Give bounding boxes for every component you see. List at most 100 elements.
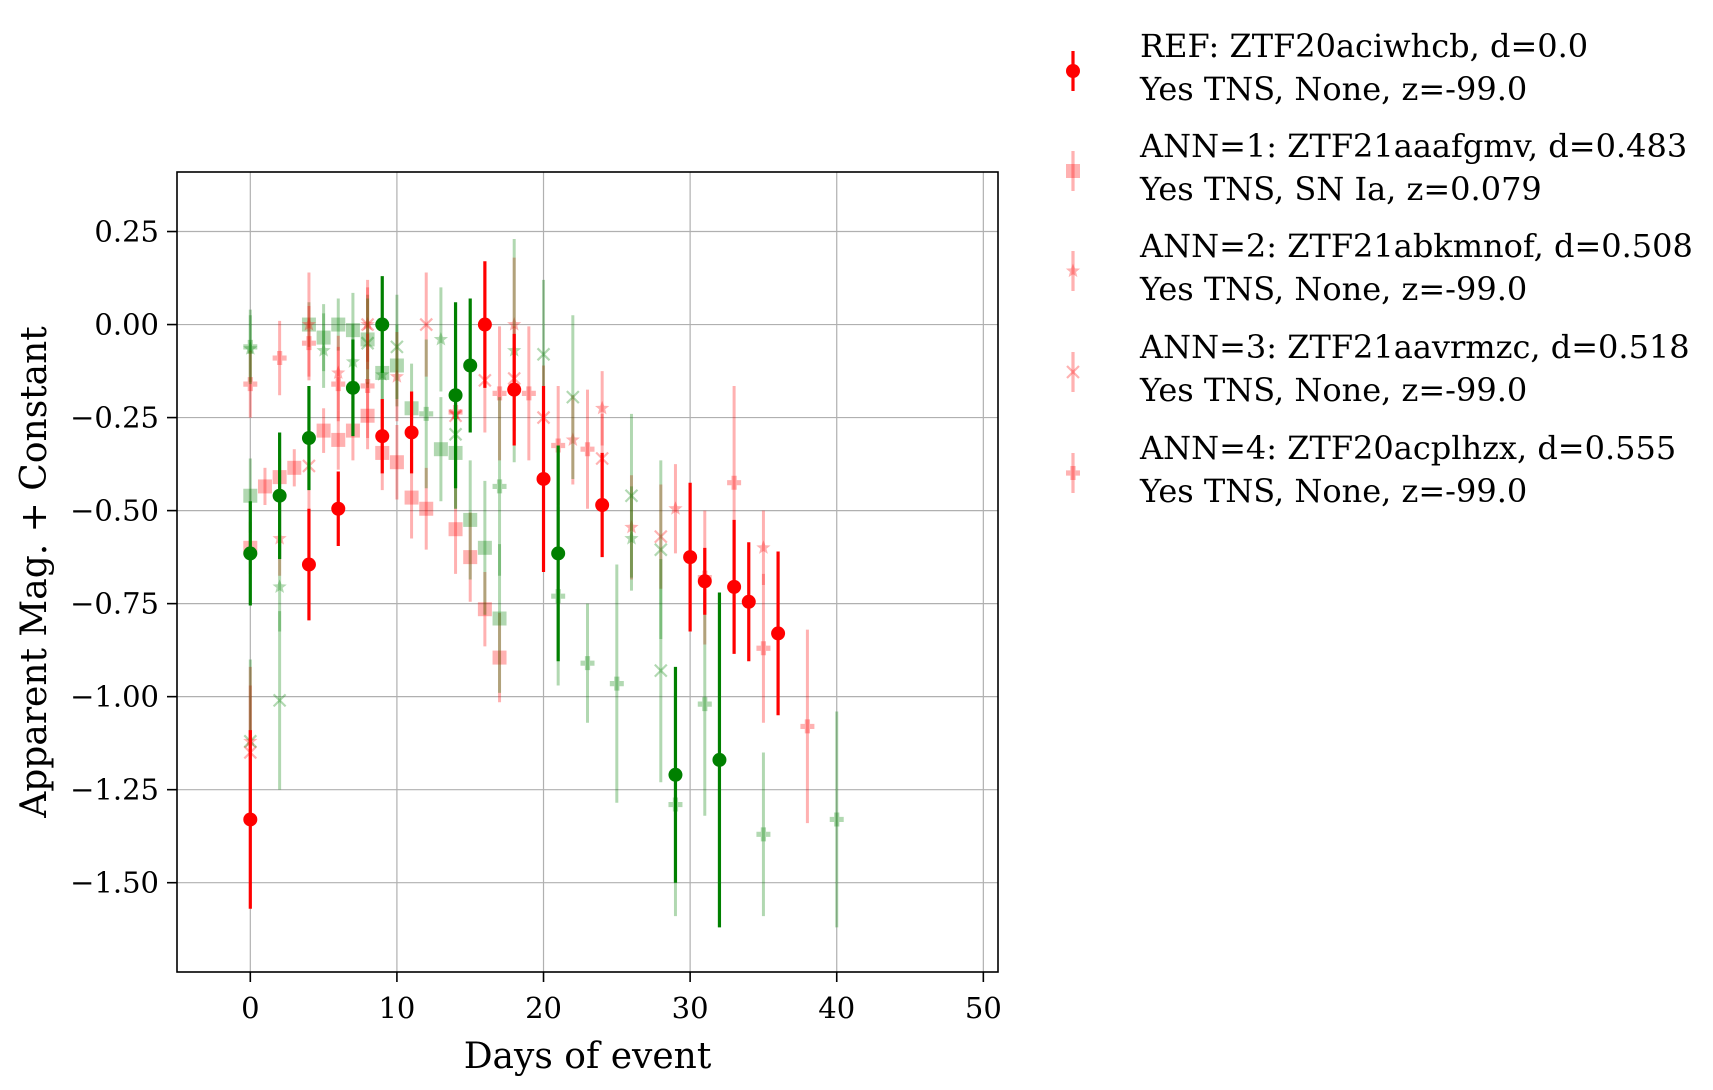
data-point (301, 317, 316, 332)
data-point (272, 693, 287, 708)
x-tick-label: 10 (378, 991, 415, 1025)
data-point (433, 331, 449, 346)
data-point (771, 626, 786, 641)
data-point (316, 330, 331, 345)
data-point (697, 574, 712, 589)
legend-sublabel: Yes TNS, None, z=-99.0 (1139, 371, 1527, 409)
x-axis-label: Days of event (464, 1036, 712, 1077)
data-point (756, 540, 771, 554)
data-point (668, 501, 683, 515)
legend: REF: ZTF20aciwhcb, d=0.0 Yes TNS, None, z… (1065, 27, 1693, 510)
data-point (243, 341, 258, 355)
data-point (477, 602, 492, 617)
data-point (345, 323, 360, 338)
x-tick-label: 20 (525, 991, 562, 1025)
data-point (389, 455, 404, 470)
data-point (595, 400, 610, 415)
legend-label: ANN=3: ZTF21aavrmzc, d=0.518 (1139, 328, 1690, 366)
data-point (463, 512, 478, 527)
x-tick-label: 30 (672, 991, 709, 1025)
x-tick-label: 50 (965, 991, 1002, 1025)
data-point (654, 663, 668, 678)
data-point (360, 317, 375, 332)
data-point (654, 542, 668, 557)
data-point (272, 351, 287, 366)
legend-sublabel: Yes TNS, None, z=-99.0 (1139, 70, 1527, 108)
data-point (727, 475, 742, 490)
data-point (654, 529, 668, 544)
data-point (243, 488, 258, 503)
y-axis-label: Apparent Mag. + Constant (14, 326, 55, 819)
y-tick-label: −0.75 (70, 587, 159, 621)
y-tick-label: −0.25 (70, 401, 159, 435)
data-point (404, 490, 419, 505)
data-point (492, 611, 507, 626)
data-point (301, 336, 316, 351)
data-point (390, 340, 404, 354)
data-point (800, 719, 815, 734)
data-point (448, 388, 463, 403)
data-point (580, 442, 595, 457)
y-tick-label: −0.50 (70, 494, 159, 528)
data-point (433, 442, 448, 457)
data-point (609, 676, 624, 691)
data-point (360, 332, 375, 347)
data-point (624, 531, 639, 545)
data-point (272, 579, 287, 593)
data-point (301, 557, 316, 572)
legend-sublabel: Yes TNS, None, z=-99.0 (1139, 270, 1527, 308)
legend-marker (1066, 164, 1080, 178)
data-point (243, 377, 258, 392)
data-point (829, 812, 844, 827)
legend-sublabel: Yes TNS, SN Ia, z=0.079 (1139, 170, 1542, 208)
data-point (257, 479, 272, 494)
data-point (580, 656, 595, 671)
data-point (448, 522, 463, 537)
y-tick-label: −1.00 (70, 680, 159, 714)
legend-sublabel: Yes TNS, None, z=-99.0 (1139, 472, 1527, 510)
data-point (272, 488, 287, 503)
y-tick-label: −1.25 (70, 773, 159, 807)
data-point (727, 579, 742, 594)
y-tick-label: −1.50 (70, 866, 159, 900)
data-point (536, 471, 551, 486)
data-point (331, 365, 346, 379)
legend-marker (1066, 64, 1080, 78)
data-point (389, 358, 404, 373)
data-point (419, 501, 434, 516)
y-tick-label: 0.25 (94, 215, 159, 249)
legend-marker (1066, 365, 1080, 379)
data-point (243, 812, 258, 827)
data-point (360, 408, 375, 423)
data-point (375, 367, 390, 381)
legend-marker (1065, 263, 1081, 278)
data-point (551, 546, 566, 561)
data-point (419, 317, 434, 332)
data-point (375, 429, 390, 444)
data-point (301, 431, 316, 446)
data-point (404, 425, 419, 440)
data-point (287, 460, 302, 475)
data-point (492, 386, 507, 401)
data-point (316, 423, 331, 438)
y-tick-label: 0.00 (94, 308, 159, 342)
legend-label: ANN=1: ZTF21aaafgmv, d=0.483 (1139, 127, 1687, 165)
data-layer (243, 238, 844, 928)
x-tick-label: 0 (241, 991, 259, 1025)
data-point (331, 377, 346, 392)
grid (177, 172, 998, 972)
data-point (463, 550, 478, 565)
data-point (477, 540, 492, 555)
data-point (331, 501, 346, 516)
data-point (624, 488, 639, 503)
data-point (756, 827, 771, 842)
data-point (536, 347, 551, 362)
data-point (697, 697, 712, 712)
legend-label: ANN=2: ZTF21abkmnof, d=0.508 (1139, 227, 1693, 265)
data-point (243, 339, 258, 354)
data-point (741, 594, 756, 609)
data-point (331, 432, 346, 447)
data-point (492, 479, 507, 494)
data-point (360, 317, 375, 331)
